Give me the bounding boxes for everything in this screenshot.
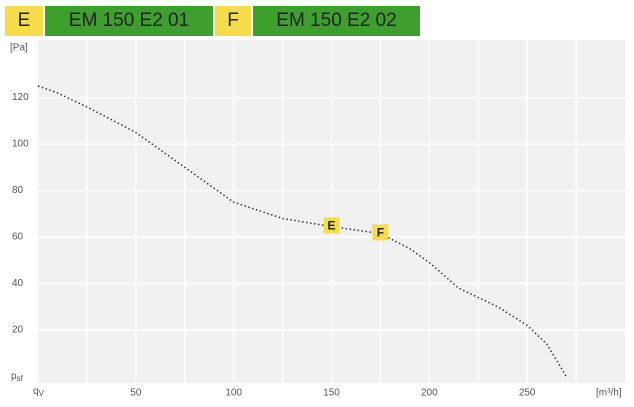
y-tick-label: 80 (12, 185, 24, 196)
y-tick-label: 100 (12, 139, 29, 150)
x-tick-label: 200 (421, 388, 438, 399)
y-axis-label: psf (11, 371, 24, 383)
y-tick-label: 120 (12, 92, 29, 103)
x-tick-label: 50 (130, 388, 142, 399)
operating-point-label: E (327, 219, 335, 233)
curve (37, 85, 567, 377)
x-axis-label-subscript: V (39, 389, 45, 398)
y-tick-label: 20 (12, 325, 24, 336)
operating-point-label: F (377, 226, 384, 240)
x-tick-label: 100 (225, 388, 242, 399)
operating-point (372, 224, 389, 241)
x-tick-label: 150 (323, 388, 340, 399)
y-tick-label: 40 (12, 278, 24, 289)
y-tick-label: 60 (12, 232, 24, 243)
y-axis-label-subscript: sf (17, 374, 24, 383)
y-unit: [Pa] (10, 43, 28, 54)
x-axis-label: qV (33, 386, 45, 398)
model-name: EM 150 E2 01 (45, 6, 213, 36)
y-axis-label-symbol: p (11, 371, 17, 382)
point-key: E (5, 6, 43, 36)
model-name: EM 150 E2 02 (253, 6, 420, 36)
x-tick-label: 250 (519, 388, 536, 399)
x-unit: [m³/h] (596, 388, 622, 399)
point-key: F (215, 6, 251, 36)
x-axis-label-symbol: q (33, 386, 39, 397)
operating-point (323, 217, 340, 234)
